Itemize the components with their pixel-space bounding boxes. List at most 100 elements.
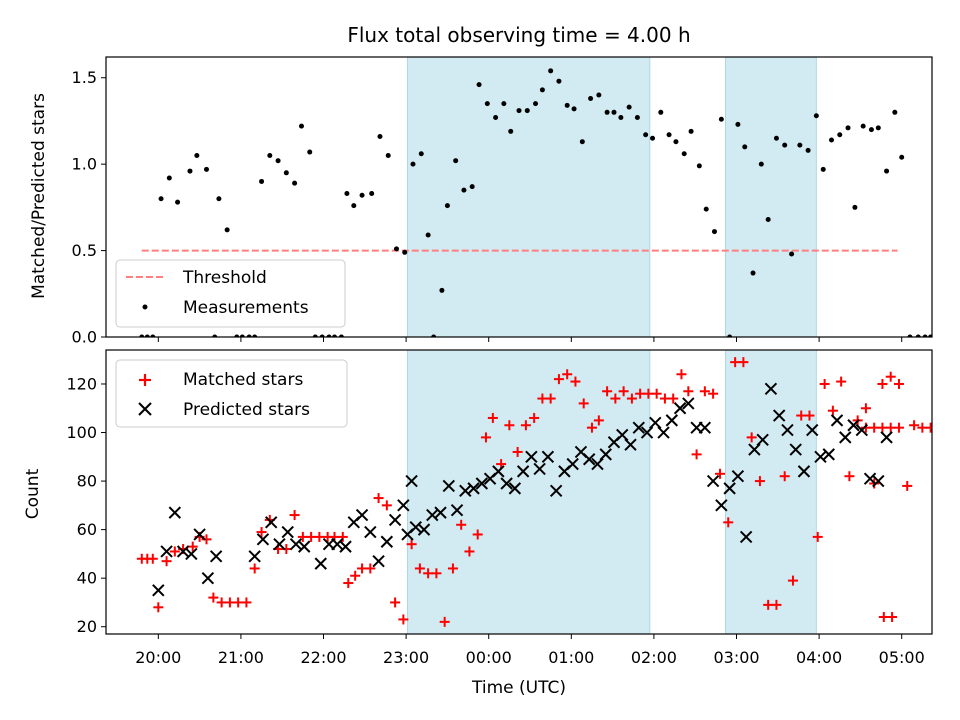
matched-point [691, 449, 702, 460]
matched-point [289, 510, 300, 521]
measurement-point [829, 137, 835, 143]
matched-point [201, 534, 212, 545]
predicted-point [380, 535, 394, 548]
measurement-point [579, 139, 585, 145]
predicted-point [764, 382, 778, 396]
predicted-point [739, 530, 753, 544]
legend-predicted-label: Predicted stars [183, 400, 310, 420]
matched-point [256, 527, 267, 538]
measurement-point [359, 192, 365, 198]
predicted-point [442, 479, 455, 493]
plot-frame [105, 56, 933, 338]
measurement-point [539, 87, 545, 93]
matched-point [464, 546, 475, 557]
predicted-point [673, 402, 687, 415]
measurement-point [439, 287, 445, 293]
measurement-point [611, 109, 617, 115]
bottom-panel: 20 40 60 80 100 120 20:00 21:00 22:00 23:00 00:00 0… [66, 349, 933, 667]
matched-point [610, 393, 621, 404]
matched-point [337, 531, 348, 542]
matched-point [804, 410, 815, 421]
matched-point [887, 612, 898, 623]
legend-top: Threshold Measurements [115, 259, 346, 328]
matched-point [187, 541, 198, 552]
x-tick-label: 20:00 [135, 648, 181, 667]
matched-point [381, 500, 392, 511]
measurement-point [571, 106, 577, 112]
measurement-point [307, 149, 313, 155]
predicted-point [450, 503, 464, 517]
shaded-interval-2 [725, 349, 817, 635]
x-tick-label: 21:00 [218, 648, 264, 667]
predicted-point [839, 431, 852, 444]
measurement-point [267, 153, 273, 159]
measurement-point [212, 334, 218, 337]
x-tick-label: 00:00 [466, 648, 512, 667]
measurement-point [216, 196, 222, 202]
matched-point [153, 602, 164, 613]
measurement-point [711, 229, 717, 235]
matched-point [456, 519, 467, 530]
predicted-point [731, 470, 745, 483]
measurement-point [604, 109, 610, 115]
measurement-point [175, 199, 181, 205]
measurement-point [194, 153, 200, 159]
measurement-point [750, 270, 756, 276]
matched-point [562, 369, 573, 380]
measurement-point [845, 125, 851, 131]
measurement-point [626, 104, 632, 110]
predicted-point [500, 477, 513, 490]
measurement-point [402, 249, 408, 255]
measurement-point [813, 113, 819, 119]
measurement-point [915, 334, 921, 337]
measurement-point [501, 101, 507, 107]
predicted-point [364, 525, 377, 539]
measurement-point [658, 109, 664, 115]
y-tick-label: 1.0 [72, 155, 97, 174]
measurement-point [907, 334, 913, 337]
predicted-point [201, 571, 215, 585]
predicted-point [331, 537, 344, 551]
measurement-point [868, 127, 874, 133]
measurement-point [805, 147, 811, 153]
matched-point [746, 432, 757, 443]
measurement-point [377, 134, 383, 140]
measurement-point [634, 114, 640, 120]
predicted-point [698, 421, 712, 434]
matched-point [480, 432, 491, 443]
predicted-point [339, 540, 352, 553]
predicted-point [830, 414, 844, 427]
predicted-point [314, 557, 327, 570]
measurement-point [385, 153, 391, 159]
predicted-point [209, 550, 223, 563]
predicted-point [657, 426, 670, 439]
matched-point [683, 386, 694, 397]
matched-point [909, 420, 920, 431]
predicted-point [355, 508, 369, 522]
measurement-point [203, 166, 209, 172]
predicted-point [715, 499, 728, 512]
measurement-point [773, 135, 779, 141]
matched-point [447, 563, 458, 574]
measurement-point [351, 203, 357, 209]
measurement-point [312, 334, 318, 337]
measurement-point [144, 334, 150, 337]
measurement-point [252, 334, 258, 337]
measurement-point [860, 123, 866, 129]
matched-point [860, 403, 871, 414]
measurement-point [688, 128, 694, 134]
matched-point [414, 563, 425, 574]
matched-point [877, 378, 888, 389]
predicted-point [516, 465, 530, 478]
matched-point [723, 517, 734, 528]
matched-point [844, 471, 855, 482]
measurement-point [928, 334, 932, 337]
matched-point [827, 405, 838, 416]
measurement-point [666, 132, 672, 138]
data-layer [136, 357, 932, 627]
predicted-point [417, 523, 431, 536]
predicted-point [847, 419, 860, 432]
measurement-point [618, 114, 624, 120]
matched-point [169, 546, 180, 557]
matched-point [431, 568, 442, 579]
